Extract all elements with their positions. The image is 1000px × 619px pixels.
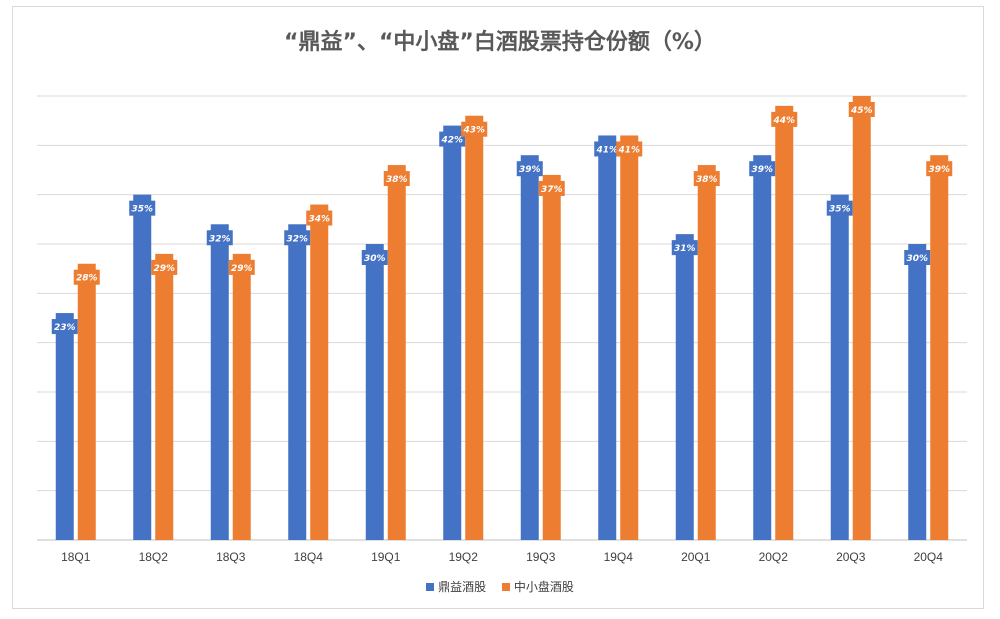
data-label: 41% bbox=[617, 145, 640, 155]
legend-label-series-1: 鼎益酒股 bbox=[438, 580, 487, 594]
data-label-bg bbox=[771, 111, 798, 127]
x-tick-label: 18Q2 bbox=[139, 550, 169, 564]
x-tick-label: 20Q3 bbox=[836, 550, 866, 564]
legend: 鼎益酒股 中小盘酒股 bbox=[0, 578, 1000, 595]
data-label: 42% bbox=[440, 136, 463, 146]
legend-item-series-1: 鼎益酒股 bbox=[426, 578, 486, 595]
data-label: 45% bbox=[850, 106, 873, 116]
data-label: 29% bbox=[153, 264, 175, 274]
x-tick-label: 19Q2 bbox=[449, 550, 479, 564]
data-label: 23% bbox=[54, 323, 76, 333]
data-label-bg bbox=[671, 240, 698, 256]
bar-1-19Q2 bbox=[443, 125, 462, 540]
bar-1-18Q4 bbox=[288, 224, 307, 540]
data-label: 39% bbox=[928, 165, 950, 175]
data-label-bg bbox=[306, 210, 333, 226]
data-label: 41% bbox=[595, 145, 618, 155]
bar-2-18Q3 bbox=[232, 253, 251, 540]
data-label-bg bbox=[206, 230, 233, 246]
bar-2-18Q4 bbox=[310, 204, 329, 541]
data-label-bg bbox=[383, 171, 410, 187]
x-tick-label: 20Q1 bbox=[681, 550, 711, 564]
data-label-bg bbox=[439, 131, 466, 147]
bar-2-20Q1 bbox=[697, 165, 716, 541]
data-label: 28% bbox=[76, 274, 98, 284]
data-label-bg bbox=[361, 250, 388, 265]
data-label-bg bbox=[538, 180, 565, 196]
bar-2-18Q2 bbox=[155, 253, 174, 540]
chart-frame bbox=[12, 6, 984, 609]
data-label: 38% bbox=[696, 175, 718, 185]
data-label-bg bbox=[129, 200, 156, 216]
data-label-bg bbox=[516, 161, 543, 177]
x-tick-label: 19Q4 bbox=[604, 550, 634, 564]
legend-label-series-2: 中小盘酒股 bbox=[513, 580, 574, 594]
data-label: 30% bbox=[364, 254, 386, 264]
x-tick-label: 18Q1 bbox=[61, 550, 91, 564]
bar-1-19Q1 bbox=[365, 244, 384, 540]
data-label: 34% bbox=[308, 215, 330, 225]
data-label: 30% bbox=[906, 254, 928, 264]
x-tick-label: 20Q4 bbox=[914, 550, 944, 564]
bar-2-20Q3 bbox=[852, 96, 871, 540]
bar-1-18Q1 bbox=[55, 313, 74, 540]
data-label: 44% bbox=[772, 116, 795, 126]
x-tick-label: 19Q3 bbox=[526, 550, 556, 564]
bar-1-20Q4 bbox=[908, 244, 927, 540]
data-label: 32% bbox=[209, 234, 231, 244]
x-tick-label: 18Q3 bbox=[216, 550, 246, 564]
legend-item-series-2: 中小盘酒股 bbox=[501, 578, 574, 595]
data-label: 37% bbox=[541, 185, 563, 195]
bar-2-19Q3 bbox=[542, 174, 561, 540]
bar-2-19Q1 bbox=[387, 165, 406, 541]
data-label-bg bbox=[51, 319, 78, 335]
data-label: 39% bbox=[519, 165, 541, 175]
data-label-bg bbox=[926, 161, 953, 177]
legend-swatch-series-1 bbox=[426, 582, 435, 591]
bar-1-18Q3 bbox=[210, 224, 229, 540]
data-label-bg bbox=[73, 269, 100, 285]
x-tick-label: 18Q4 bbox=[294, 550, 324, 564]
data-label: 32% bbox=[286, 234, 308, 244]
data-label-bg bbox=[594, 141, 621, 157]
bar-1-20Q3 bbox=[830, 194, 849, 540]
bar-1-20Q1 bbox=[675, 234, 694, 540]
bar-2-20Q2 bbox=[775, 105, 794, 540]
data-label-bg bbox=[848, 102, 875, 117]
data-label: 29% bbox=[231, 264, 253, 274]
data-label: 38% bbox=[386, 175, 408, 185]
legend-swatch-series-2 bbox=[501, 582, 510, 591]
x-tick-label: 20Q2 bbox=[759, 550, 789, 564]
bar-2-19Q4 bbox=[620, 135, 639, 540]
data-label-bg bbox=[616, 141, 643, 157]
data-label-bg bbox=[461, 121, 488, 137]
data-label-bg bbox=[826, 200, 853, 216]
data-label-bg bbox=[151, 259, 178, 275]
data-label: 43% bbox=[462, 126, 485, 136]
data-label-bg bbox=[904, 250, 931, 265]
bar-2-20Q4 bbox=[930, 155, 949, 540]
data-label: 35% bbox=[829, 205, 851, 215]
data-label: 39% bbox=[751, 165, 773, 175]
data-label: 31% bbox=[674, 244, 696, 254]
bar-2-19Q2 bbox=[465, 115, 484, 540]
data-label-bg bbox=[284, 230, 311, 246]
bar-1-19Q3 bbox=[520, 155, 539, 540]
bar-2-18Q1 bbox=[77, 263, 96, 540]
bar-1-19Q4 bbox=[598, 135, 617, 540]
bar-1-20Q2 bbox=[753, 155, 772, 540]
data-label-bg bbox=[693, 171, 720, 187]
data-label-bg bbox=[749, 161, 776, 177]
data-label-bg bbox=[228, 259, 255, 275]
x-tick-label: 19Q1 bbox=[371, 550, 401, 564]
data-label: 35% bbox=[131, 205, 153, 215]
chart-title: “鼎益”、“中小盘”白酒股票持仓份额（%） bbox=[284, 30, 716, 55]
bar-1-18Q2 bbox=[133, 194, 152, 540]
